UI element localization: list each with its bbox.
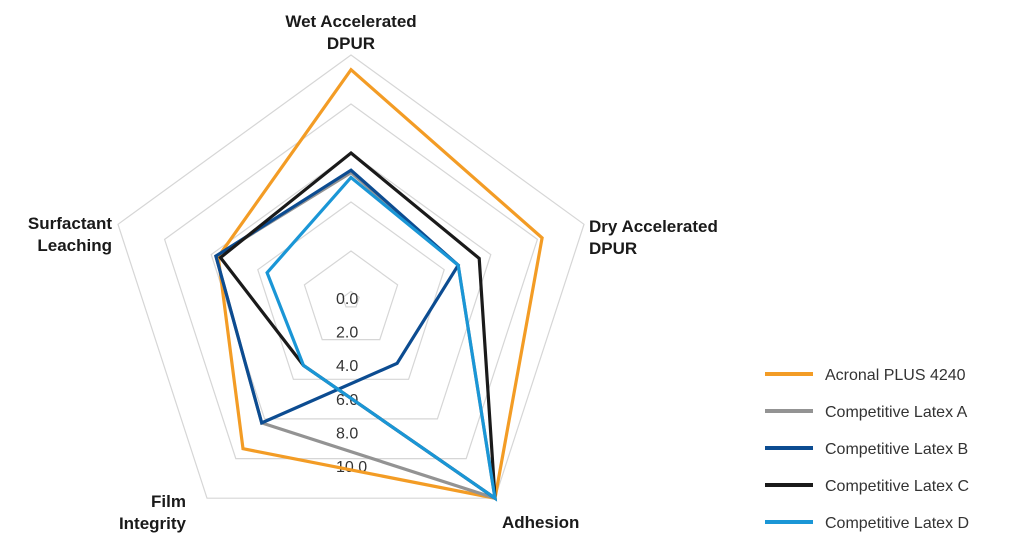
axis-label-4: Film Integrity xyxy=(119,492,187,533)
grid-ring-1 xyxy=(303,250,399,341)
radar-series xyxy=(214,67,544,502)
legend-label: Competitive Latex C xyxy=(825,478,969,495)
tick-label: 0.0 xyxy=(336,291,358,308)
legend-label: Competitive Latex B xyxy=(825,441,968,458)
grid-ring-4 xyxy=(163,103,539,460)
axis-label-1: Wet Accelerated DPUR xyxy=(285,12,416,53)
axis-label-2: Dry Accelerated DPUR xyxy=(589,217,718,258)
tick-label: 4.0 xyxy=(336,358,358,375)
series-line-5 xyxy=(265,175,498,502)
tick-label: 2.0 xyxy=(336,325,358,342)
grid-ring-3 xyxy=(210,152,492,420)
legend: Acronal PLUS 4240 Competitive Latex A Comp… xyxy=(765,367,969,532)
series-line-1 xyxy=(216,67,544,501)
radar-axis-labels: Wet Accelerated DPUR Dry Accelerated DPUR Ad… xyxy=(28,12,718,533)
grid-ring-2 xyxy=(257,201,445,380)
radar-grid xyxy=(117,54,585,499)
grid-ring-5 xyxy=(117,54,585,499)
legend-label: Acronal PLUS 4240 xyxy=(825,367,966,384)
legend-label: Competitive Latex A xyxy=(825,404,968,421)
legend-label: Competitive Latex D xyxy=(825,515,969,532)
axis-label-5: Surfactant Leaching xyxy=(28,214,112,255)
radar-tick-labels: 0.02.04.06.08.010.0 xyxy=(336,291,367,476)
tick-label: 8.0 xyxy=(336,425,358,442)
grid-ring-0 xyxy=(342,290,360,308)
axis-label-3: Adhesion xyxy=(502,513,579,532)
tick-label: 6.0 xyxy=(336,392,358,409)
